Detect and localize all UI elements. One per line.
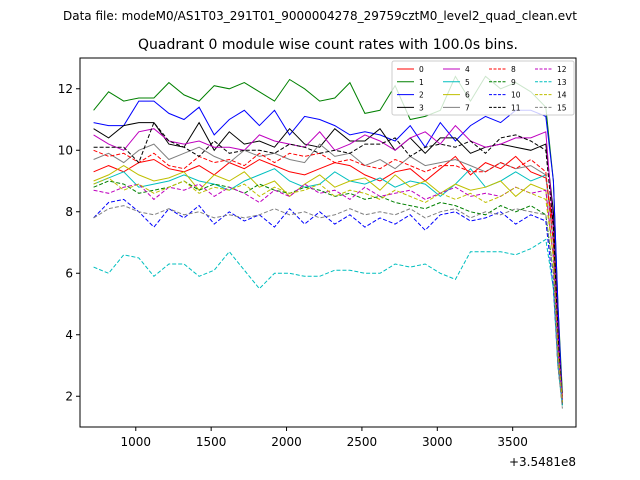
x-tick-label: 3000 (422, 435, 453, 449)
legend-label-1: 1 (419, 78, 424, 87)
y-tick-label: 6 (65, 266, 73, 280)
chart-suptitle: Data file: modeM0/AS1T03_291T01_90000042… (63, 9, 577, 23)
x-tick-label: 1500 (196, 435, 227, 449)
legend-label-3: 3 (419, 103, 424, 112)
series-line-0 (93, 155, 563, 397)
y-tick-label: 10 (58, 143, 73, 157)
legend-label-9: 9 (511, 78, 516, 87)
legend-label-4: 4 (465, 65, 470, 74)
legend-label-2: 2 (419, 91, 424, 100)
series-line-11 (93, 121, 563, 403)
legend-label-10: 10 (511, 91, 521, 100)
legend-label-14: 14 (557, 91, 567, 100)
series-line-13 (93, 238, 563, 406)
series-line-2 (93, 100, 563, 403)
legend-box (391, 60, 575, 116)
series-line-9 (93, 180, 563, 406)
series-line-14 (93, 177, 563, 403)
x-axis-offset-label: +3.5481e8 (509, 455, 576, 469)
axes-frame (79, 57, 577, 428)
series-line-10 (93, 198, 563, 406)
series-line-5 (93, 167, 563, 403)
series-line-7 (93, 143, 563, 406)
x-tick-label: 2500 (347, 435, 378, 449)
series-line-15 (93, 205, 563, 409)
legend-label-8: 8 (511, 65, 516, 74)
chart-title: Quadrant 0 module wise count rates with … (138, 37, 518, 53)
series-line-12 (93, 183, 563, 403)
legend-label-12: 12 (557, 65, 567, 74)
legend-label-11: 11 (511, 103, 521, 112)
x-tick-label: 1000 (121, 435, 152, 449)
series-lines (93, 75, 563, 409)
legend-label-15: 15 (557, 103, 567, 112)
x-axis-ticks: 1000 1500 2000 2500 3000 3500 (121, 427, 528, 449)
series-line-6 (93, 165, 563, 403)
legend-label-6: 6 (465, 91, 470, 100)
legend-label-13: 13 (557, 78, 567, 87)
series-line-8 (93, 149, 563, 400)
x-tick-label: 3500 (497, 435, 528, 449)
x-tick-label: 2000 (271, 435, 302, 449)
series-line-1 (93, 75, 563, 394)
series-line-4 (93, 124, 563, 400)
legend-label-7: 7 (465, 103, 470, 112)
legend-label-0: 0 (419, 65, 424, 74)
y-tick-label: 4 (65, 328, 73, 342)
y-axis-ticks: 2 4 6 8 10 12 (58, 82, 80, 403)
series-line-3 (93, 121, 563, 406)
legend-label-5: 5 (465, 78, 470, 87)
y-tick-label: 2 (65, 389, 73, 403)
y-tick-label: 8 (65, 205, 73, 219)
y-tick-label: 12 (58, 82, 73, 96)
